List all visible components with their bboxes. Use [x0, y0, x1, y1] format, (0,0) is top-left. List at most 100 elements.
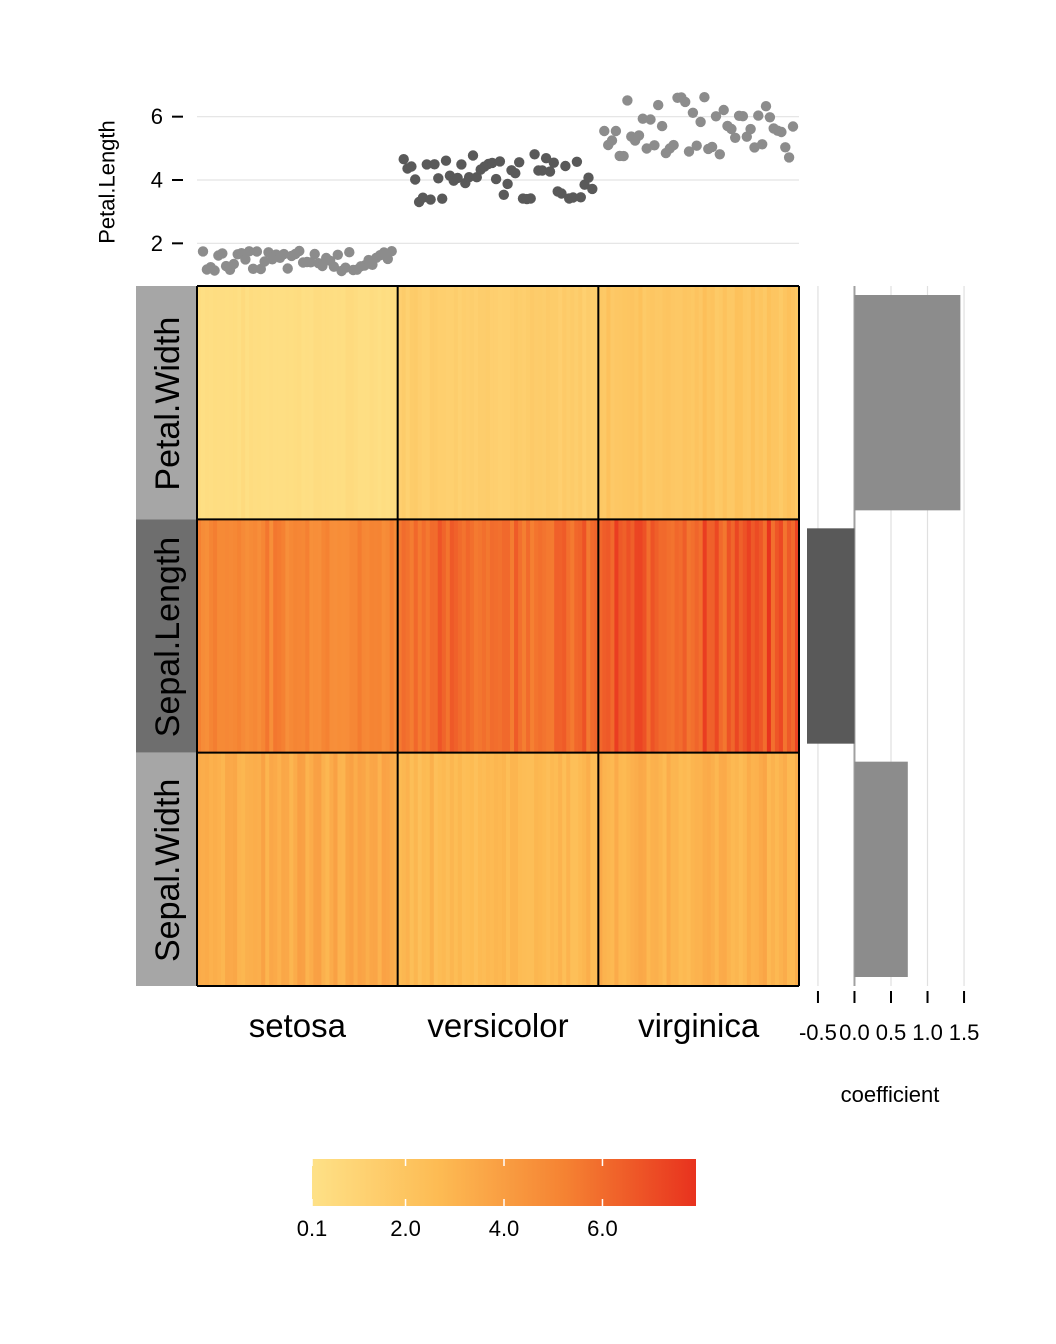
column-labels: setosa versicolor virginica	[249, 1007, 760, 1044]
heatmap-cell-strip	[598, 752, 603, 986]
heatmap-cell-strip	[245, 286, 250, 520]
heatmap-cell-strip	[522, 752, 527, 986]
heatmap-cell-strip	[786, 752, 792, 986]
heatmap-cell-strip	[281, 519, 286, 753]
color-legend: 0.1 2.0 4.0 6.0	[297, 1159, 696, 1241]
heatmap-cell-strip	[257, 286, 262, 520]
heatmap-cell-strip	[369, 752, 375, 986]
row-label-background	[136, 519, 197, 753]
row-label-strip: Petal.Width Sepal.Length Sepal.Width	[136, 286, 197, 986]
heatmap-cell-strip	[333, 519, 339, 753]
heatmap-cell-strip	[530, 519, 535, 753]
scatter-y-tick-label: 2	[151, 231, 163, 256]
heatmap-cell-strip	[477, 286, 483, 520]
scatter-point	[487, 157, 498, 169]
scatter-point	[757, 139, 768, 150]
heatmap-cell-strip	[261, 519, 266, 753]
heatmap-cell-strip	[702, 519, 708, 753]
scatter-point	[633, 130, 645, 141]
heatmap-cell-strip	[558, 752, 563, 986]
heatmap-cell-strip	[301, 752, 306, 986]
heatmap-cell-strip	[594, 519, 599, 753]
heatmap-cell-strip	[269, 286, 274, 520]
heatmap-cell-strip	[558, 286, 563, 520]
heatmap-cell-strip	[409, 519, 415, 753]
heatmap-cell-strip	[778, 519, 784, 753]
heatmap-cell-strip	[718, 519, 724, 753]
heatmap-cell-strip	[205, 752, 210, 986]
heatmap-cell-strip	[401, 519, 407, 753]
heatmap-cell-strip	[461, 519, 467, 753]
scatter-point	[514, 157, 525, 168]
heatmap-cell-strip	[405, 752, 411, 986]
heatmap-cell-strip	[778, 752, 784, 986]
scatter-point	[687, 107, 699, 119]
heatmap-cell-strip	[638, 286, 644, 520]
heatmap-cell-strip	[321, 519, 327, 753]
heatmap-cell-strip	[373, 286, 379, 520]
heatmap-cell-strip	[457, 286, 463, 520]
heatmap-cell-strip	[217, 519, 222, 753]
heatmap-cell-strip	[213, 286, 218, 520]
heatmap-cell-strip	[526, 519, 531, 753]
heatmap-cell-strip	[526, 286, 531, 520]
heatmap-cell-strip	[489, 519, 495, 753]
heatmap-cell-strip	[698, 286, 704, 520]
scatter-point	[548, 157, 559, 168]
row-label-background	[136, 286, 197, 520]
heatmap-cell-strip	[249, 286, 254, 520]
heatmap-cell-strip	[506, 286, 511, 520]
heatmap-cell-strip	[582, 752, 587, 986]
heatmap-cell-strip	[578, 286, 583, 520]
heatmap-cell-strip	[662, 286, 668, 520]
heatmap-cell-strip	[197, 519, 202, 753]
heatmap-cell-strip	[746, 286, 752, 520]
heatmap-cell-strip	[702, 752, 708, 986]
heatmap-cell-strip	[377, 752, 383, 986]
heatmap-cell-strip	[754, 752, 760, 986]
heatmap-cell-strip	[746, 519, 752, 753]
heatmap-cell-strip	[566, 286, 571, 520]
heatmap-cell-strip	[321, 286, 327, 520]
heatmap-cell-strip	[453, 286, 459, 520]
heatmap-cell-strip	[425, 519, 431, 753]
heatmap-cell-strip	[393, 286, 399, 520]
coefficient-bar	[854, 761, 908, 977]
heatmap-cell-strip	[433, 519, 439, 753]
heatmap-cell-strip	[746, 752, 752, 986]
heatmap-cell-strip	[522, 286, 527, 520]
heatmap-cell-strip	[610, 519, 615, 753]
heatmap-cell-strip	[678, 286, 684, 520]
heatmap-cell-strip	[550, 286, 555, 520]
heatmap-cell-strip	[253, 286, 258, 520]
heatmap-cell-strip	[221, 519, 226, 753]
heatmap-cell-strip	[762, 519, 768, 753]
heatmap-cell-strip	[365, 286, 371, 520]
scatter-point	[668, 139, 679, 151]
heatmap-cell-strip	[614, 752, 619, 986]
scatter-point	[776, 126, 787, 138]
heatmap-cell-strip	[670, 286, 676, 520]
heatmap-cell-strip	[658, 752, 664, 986]
heatmap-cell-strip	[217, 286, 222, 520]
heatmap-cell-strip	[209, 519, 214, 753]
heatmap-cell-strip	[710, 519, 716, 753]
heatmap-cell-strip	[782, 286, 788, 520]
scatter-point	[525, 193, 536, 204]
scatter-point	[753, 110, 764, 121]
heatmap-cell-strip	[241, 752, 246, 986]
heatmap-cell-strip	[742, 519, 748, 753]
heatmap-cell-strip	[562, 519, 567, 753]
heatmap-cell-strip	[265, 519, 270, 753]
scatter-point	[309, 248, 320, 260]
scatter-point	[787, 121, 799, 132]
heatmap-cell-strip	[706, 752, 712, 986]
heatmap-cell-strip	[686, 752, 692, 986]
scatter-point	[494, 156, 506, 167]
heatmap-cell-strip	[730, 286, 736, 520]
scatter-point	[691, 140, 702, 151]
heatmap-cell-strip	[201, 519, 206, 753]
heatmap-cell-strip	[381, 752, 387, 986]
scatter-point	[764, 112, 776, 123]
heatmap-cell-strip	[742, 752, 748, 986]
